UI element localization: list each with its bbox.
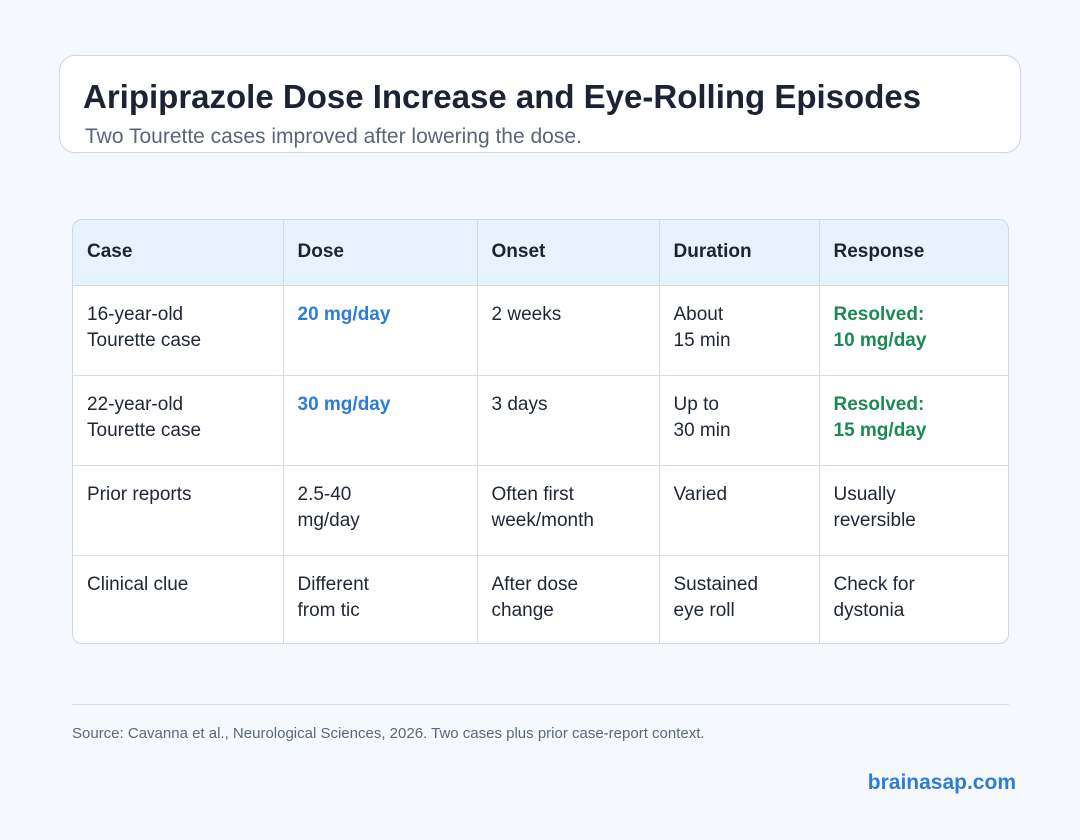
onset-text: 2 weeks	[491, 303, 562, 325]
response-cell: Check for dystonia	[819, 555, 1008, 643]
table-header-row: Case Dose Onset Duration Response	[73, 220, 1008, 286]
duration-text: Varied	[673, 483, 728, 505]
case-text: 16-year-old Tourette case	[87, 303, 202, 351]
case-cell: Clinical clue	[73, 555, 284, 643]
duration-cell: Up to 30 min	[659, 375, 820, 466]
page-title: Aripiprazole Dose Increase and Eye-Rolli…	[83, 78, 922, 115]
column-header-response: Response	[819, 220, 1008, 286]
case-cell: 22-year-old Tourette case	[73, 375, 284, 466]
onset-cell: 3 days	[477, 375, 660, 466]
dose-cell: Different from tic	[283, 555, 478, 643]
dose-cell: 30 mg/day	[283, 375, 478, 466]
onset-cell: After dose change	[477, 555, 660, 643]
duration-cell: Sustained eye roll	[659, 555, 820, 643]
dose-text: 20 mg/day	[297, 303, 391, 325]
duration-cell: About 15 min	[659, 285, 820, 376]
dose-text: 2.5-40 mg/day	[297, 483, 360, 531]
dose-text: Different from tic	[297, 573, 369, 621]
onset-text: 3 days	[491, 393, 548, 415]
source-note: Source: Cavanna et al., Neurological Sci…	[72, 725, 705, 742]
column-header-onset: Onset	[477, 220, 660, 286]
duration-text: Up to 30 min	[673, 393, 731, 441]
title-card: Aripiprazole Dose Increase and Eye-Rolli…	[59, 55, 1021, 153]
case-text: Clinical clue	[87, 573, 189, 595]
response-cell: Resolved: 10 mg/day	[819, 285, 1008, 376]
duration-text: Sustained eye roll	[673, 573, 759, 621]
dose-cell: 2.5-40 mg/day	[283, 465, 478, 556]
footer-divider	[72, 704, 1009, 705]
response-cell: Resolved: 15 mg/day	[819, 375, 1008, 466]
onset-text: Often first week/month	[491, 483, 594, 531]
response-cell: Usually reversible	[819, 465, 1008, 556]
response-text: Check for dystonia	[833, 573, 915, 621]
table-row: 22-year-old Tourette case 30 mg/day 3 da…	[73, 375, 1008, 466]
onset-text: After dose change	[491, 573, 579, 621]
dose-text: 30 mg/day	[297, 393, 391, 415]
onset-cell: 2 weeks	[477, 285, 660, 376]
brand-link[interactable]: brainasap.com	[867, 771, 1016, 794]
response-text: Resolved: 15 mg/day	[833, 393, 927, 441]
column-header-dose: Dose	[283, 220, 478, 286]
table-row: Clinical clue Different from tic After d…	[73, 555, 1008, 643]
case-text: 22-year-old Tourette case	[87, 393, 202, 441]
response-text: Usually reversible	[833, 483, 916, 531]
case-cell: 16-year-old Tourette case	[73, 285, 284, 376]
duration-text: About 15 min	[673, 303, 731, 351]
case-cell: Prior reports	[73, 465, 284, 556]
case-text: Prior reports	[87, 483, 192, 505]
column-header-case: Case	[73, 220, 284, 286]
onset-cell: Often first week/month	[477, 465, 660, 556]
duration-cell: Varied	[659, 465, 820, 556]
table-row: Prior reports 2.5-40 mg/day Often first …	[73, 465, 1008, 556]
comparison-table: Case Dose Onset Duration Response 16-yea…	[72, 219, 1009, 644]
dose-cell: 20 mg/day	[283, 285, 478, 376]
table-row: 16-year-old Tourette case 20 mg/day 2 we…	[73, 285, 1008, 376]
response-text: Resolved: 10 mg/day	[833, 303, 927, 351]
column-header-duration: Duration	[659, 220, 820, 286]
page-subtitle: Two Tourette cases improved after loweri…	[85, 125, 582, 148]
